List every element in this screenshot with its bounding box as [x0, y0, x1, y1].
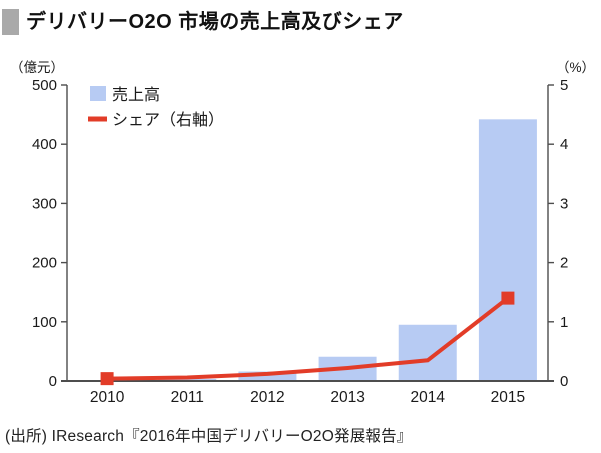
right-axis-tick-label: 4 — [560, 136, 568, 153]
left-axis-tick-label: 300 — [32, 195, 57, 212]
right-axis-tick-label: 0 — [560, 373, 568, 390]
share-marker-last — [501, 291, 515, 305]
right-axis-tick-label: 1 — [560, 314, 568, 331]
x-axis-year-label: 2015 — [491, 389, 525, 406]
right-axis-tick-label: 2 — [560, 255, 568, 272]
left-axis-tick-label: 500 — [32, 77, 57, 94]
source-note: (出所) IResearch『2016年中国デリバリーO2O発展報告』 — [5, 428, 413, 445]
legend-bar-swatch — [90, 86, 106, 101]
chart-header: デリバリーO2O 市場の売上高及びシェア — [2, 9, 404, 36]
legend-bar-label: 売上高 — [112, 86, 160, 104]
page-title: デリバリーO2O 市場の売上高及びシェア — [26, 11, 404, 33]
x-axis-year-label: 2012 — [250, 389, 284, 406]
bar-2015 — [478, 119, 537, 381]
title-bullet-icon — [2, 9, 19, 35]
share-line — [107, 296, 510, 381]
left-axis-tick-label: 0 — [49, 373, 57, 390]
bar-2011 — [158, 378, 217, 381]
right-axis-tick-label: 5 — [560, 77, 568, 94]
bar-2012 — [238, 371, 297, 381]
x-axis-year-label: 2010 — [90, 389, 125, 406]
x-axis-year-label: 2014 — [411, 389, 446, 406]
share-marker-first — [100, 372, 114, 386]
legend-line-swatch — [88, 116, 107, 122]
legend-line-label: シェア（右軸） — [112, 111, 224, 129]
x-axis-year-label: 2011 — [171, 389, 204, 406]
left-axis-tick-label: 100 — [32, 314, 57, 331]
right-axis-tick-label: 3 — [560, 195, 568, 212]
left-axis-unit-label: （億元） — [10, 60, 64, 75]
right-axis-unit-label: （%） — [556, 60, 595, 75]
left-axis-tick-label: 400 — [32, 136, 57, 153]
bar-2014 — [398, 324, 457, 381]
x-axis-year-label: 2013 — [330, 389, 364, 406]
left-axis-tick-label: 200 — [32, 255, 57, 272]
